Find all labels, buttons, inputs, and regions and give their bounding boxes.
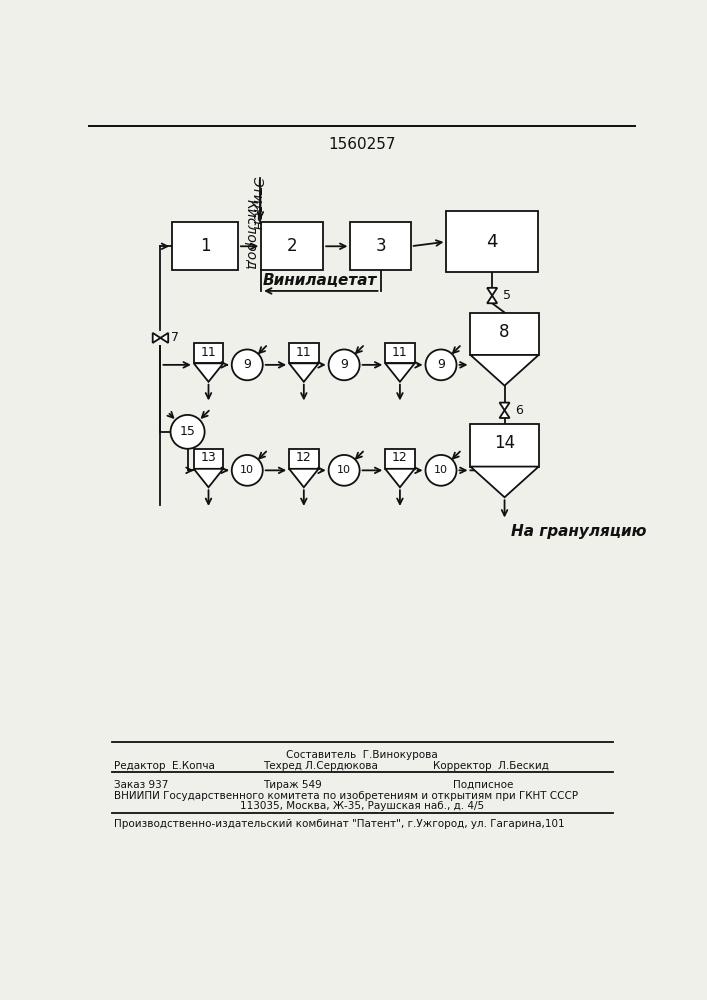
Polygon shape bbox=[289, 363, 319, 382]
Text: 12: 12 bbox=[296, 451, 312, 464]
Polygon shape bbox=[385, 363, 414, 382]
Text: Редактор  Е.Копча: Редактор Е.Копча bbox=[114, 761, 215, 771]
Text: 113035, Москва, Ж-35, Раушская наб., д. 4/5: 113035, Москва, Ж-35, Раушская наб., д. … bbox=[240, 801, 484, 811]
Polygon shape bbox=[487, 296, 497, 303]
Polygon shape bbox=[470, 355, 539, 386]
Bar bbox=[385, 343, 414, 363]
Text: 6: 6 bbox=[515, 404, 523, 417]
Text: 12: 12 bbox=[392, 451, 408, 464]
Text: 8: 8 bbox=[499, 323, 510, 341]
Text: 3: 3 bbox=[375, 237, 386, 255]
Bar bbox=[351, 222, 411, 270]
Text: Техред Л.Сердюкова: Техред Л.Сердюкова bbox=[263, 761, 378, 771]
Text: 15: 15 bbox=[180, 425, 196, 438]
Text: 1560257: 1560257 bbox=[328, 137, 396, 152]
Bar bbox=[470, 424, 539, 467]
Text: 11: 11 bbox=[296, 346, 312, 359]
Text: Винилацетат: Винилацетат bbox=[262, 273, 377, 288]
Text: Кислород: Кислород bbox=[244, 199, 258, 270]
Text: Этилен: Этилен bbox=[250, 176, 264, 230]
Text: 4: 4 bbox=[486, 233, 498, 251]
Text: 11: 11 bbox=[392, 346, 408, 359]
Text: 10: 10 bbox=[337, 465, 351, 475]
Polygon shape bbox=[487, 288, 497, 296]
Text: 11: 11 bbox=[201, 346, 216, 359]
Text: На грануляцию: На грануляцию bbox=[510, 524, 646, 539]
Bar bbox=[470, 312, 539, 355]
Polygon shape bbox=[289, 469, 319, 487]
Polygon shape bbox=[500, 410, 510, 418]
Polygon shape bbox=[385, 469, 414, 487]
Text: 9: 9 bbox=[340, 358, 348, 371]
Text: 5: 5 bbox=[503, 289, 511, 302]
Polygon shape bbox=[194, 363, 223, 382]
Text: 13: 13 bbox=[201, 451, 216, 464]
Polygon shape bbox=[500, 403, 510, 410]
Polygon shape bbox=[160, 333, 168, 343]
Text: Подписное: Подписное bbox=[452, 780, 513, 790]
Bar bbox=[289, 343, 319, 363]
Text: Заказ 937: Заказ 937 bbox=[114, 780, 168, 790]
Bar bbox=[194, 343, 223, 363]
Polygon shape bbox=[470, 467, 539, 497]
Circle shape bbox=[329, 349, 360, 380]
Text: 14: 14 bbox=[494, 434, 515, 452]
Text: Составитель  Г.Винокурова: Составитель Г.Винокурова bbox=[286, 750, 438, 760]
Polygon shape bbox=[194, 469, 223, 487]
Bar bbox=[446, 211, 538, 272]
Bar bbox=[261, 222, 323, 270]
Text: 10: 10 bbox=[434, 465, 448, 475]
Text: Производственно-издательский комбинат "Патент", г.Ужгород, ул. Гагарина,101: Производственно-издательский комбинат "П… bbox=[114, 819, 565, 829]
Text: 2: 2 bbox=[287, 237, 298, 255]
Circle shape bbox=[426, 455, 457, 486]
Bar bbox=[194, 449, 223, 469]
Text: 10: 10 bbox=[240, 465, 255, 475]
Circle shape bbox=[170, 415, 204, 449]
Circle shape bbox=[232, 349, 263, 380]
Text: ВНИИПИ Государственного комитета по изобретениям и открытиям при ГКНТ СССР: ВНИИПИ Государственного комитета по изоб… bbox=[114, 791, 578, 801]
Text: 9: 9 bbox=[437, 358, 445, 371]
Bar bbox=[385, 449, 414, 469]
Text: 9: 9 bbox=[243, 358, 251, 371]
Bar bbox=[289, 449, 319, 469]
Circle shape bbox=[426, 349, 457, 380]
Circle shape bbox=[329, 455, 360, 486]
Polygon shape bbox=[153, 333, 160, 343]
Circle shape bbox=[232, 455, 263, 486]
Text: Корректор  Л.Бескид: Корректор Л.Бескид bbox=[433, 761, 549, 771]
Bar bbox=[172, 222, 238, 270]
Text: Тираж 549: Тираж 549 bbox=[263, 780, 322, 790]
Text: 1: 1 bbox=[199, 237, 210, 255]
Text: 7: 7 bbox=[171, 331, 180, 344]
